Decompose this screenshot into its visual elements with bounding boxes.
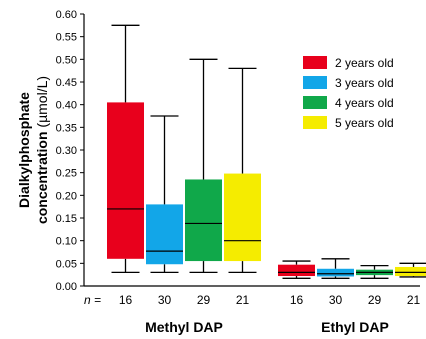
n-label: 21 — [236, 293, 250, 307]
box-ethyl-dap-3-years — [317, 259, 354, 278]
n-label: 30 — [158, 293, 172, 307]
n-label: 16 — [119, 293, 133, 307]
n-label: 29 — [197, 293, 211, 307]
sample-size-row: n = 16 30 29 21 16 30 29 21 — [84, 293, 421, 307]
x-group-labels: Methyl DAP Ethyl DAP — [145, 319, 389, 335]
n-label: 29 — [368, 293, 382, 307]
y-tick-label: 0.40 — [56, 100, 77, 112]
box-iqr — [107, 102, 144, 258]
legend-swatch — [303, 96, 327, 109]
n-prefix-label: n = — [84, 293, 101, 307]
legend-swatch — [303, 76, 327, 89]
box-iqr — [395, 267, 426, 276]
box-iqr — [185, 179, 222, 261]
legend-swatch — [303, 116, 327, 129]
box-iqr — [278, 265, 315, 276]
box-methyl-dap-5-years — [224, 68, 261, 272]
y-axis-title-unit: (µmol/L) — [34, 76, 50, 128]
box-methyl-dap-4-years — [185, 59, 222, 272]
box-iqr — [146, 204, 183, 264]
y-tick-label: 0.25 — [56, 168, 77, 180]
y-axis: 0.00 0.05 0.10 0.15 0.20 0.25 0.30 0.35 0.40 0.45… — [56, 9, 84, 293]
y-tick-label: 0.20 — [56, 190, 77, 202]
legend-label: 5 years old — [335, 116, 394, 130]
box-methyl-dap-2-years — [107, 25, 144, 272]
legend: 2 years old 3 years old 4 years old 5 years… — [294, 48, 416, 134]
legend-label: 4 years old — [335, 96, 394, 110]
box-ethyl-dap-2-years — [278, 261, 315, 278]
x-group-label: Ethyl DAP — [321, 319, 389, 335]
n-label: 16 — [290, 293, 304, 307]
box-iqr — [317, 269, 354, 277]
y-axis-title-main: concentration — [34, 131, 50, 224]
y-tick-label: 0.50 — [56, 54, 77, 66]
legend-swatch — [303, 56, 327, 69]
y-tick-label: 0.45 — [56, 77, 77, 89]
y-tick-label: 0.30 — [56, 145, 77, 157]
box-iqr — [224, 174, 261, 261]
box-ethyl-dap-5-years — [395, 263, 426, 277]
y-tick-label: 0.10 — [56, 236, 77, 248]
y-tick-label: 0.55 — [56, 32, 77, 44]
y-axis-title: Dialkylphosphate concentration (µmol/L) — [16, 76, 50, 224]
x-group-label: Methyl DAP — [145, 319, 223, 335]
n-label: 21 — [407, 293, 421, 307]
y-tick-label: 0.60 — [56, 9, 77, 21]
y-tick-label: 0.35 — [56, 122, 77, 134]
legend-label: 2 years old — [335, 56, 394, 70]
y-tick-label: 0.05 — [56, 258, 77, 270]
y-axis-title-line2: concentration (µmol/L) — [34, 76, 50, 224]
n-label: 30 — [329, 293, 343, 307]
legend-label: 3 years old — [335, 76, 394, 90]
box-methyl-dap-3-years — [146, 116, 183, 272]
y-tick-label: 0.15 — [56, 213, 77, 225]
y-axis-title-line1: Dialkylphosphate — [16, 92, 32, 208]
box-ethyl-dap-4-years — [356, 266, 393, 279]
y-tick-label: 0.00 — [56, 281, 77, 293]
